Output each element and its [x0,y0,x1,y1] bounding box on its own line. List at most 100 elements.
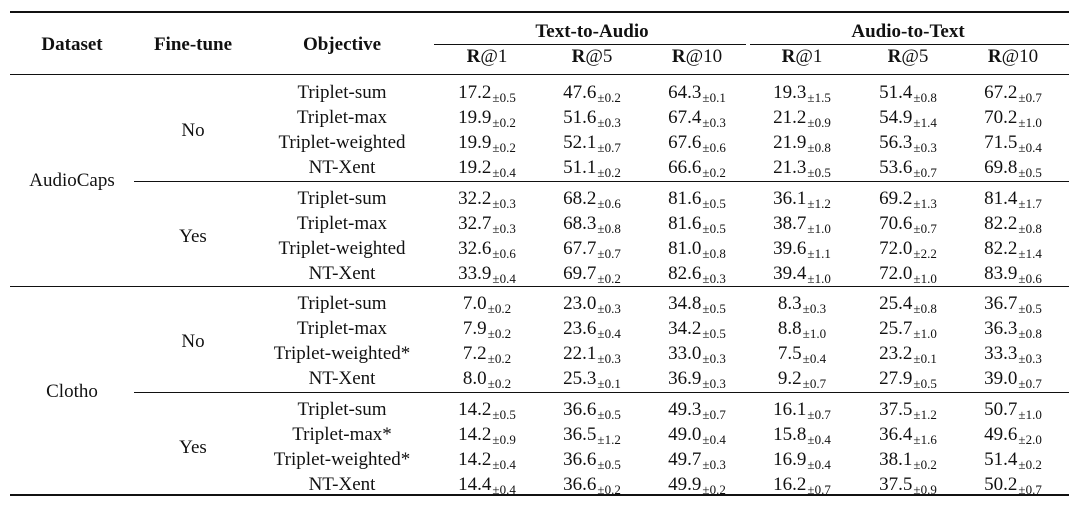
table-cell: 69.8±0.5 [984,158,1042,180]
cell-value: 81.6 [668,188,702,209]
table-cell: 8.8±1.0 [777,318,827,341]
cell-value: 81.6 [668,213,702,234]
table-cell: 49.3±0.7 [668,400,726,421]
cell-value: 82.2 [984,213,1018,234]
cell-value: 36.5 [563,424,597,445]
table-cell: 72.0±2.2 [879,239,937,260]
cell-std: ±2.0 [1018,432,1042,447]
cell-std: ±0.7 [913,221,937,236]
table-cell: 81.6±0.5 [668,213,726,235]
cell-std: ±0.3 [702,271,726,286]
table-cell: 66.6±0.2 [668,158,726,180]
cell-std: ±0.5 [1018,165,1042,180]
cell-std: ±0.8 [597,221,621,236]
cell-value: 67.2 [984,82,1018,103]
cell-std: ±0.5 [913,376,937,391]
cell-value: 17.2 [458,82,492,103]
t2a-group-rule [434,44,746,45]
cell-value: 82.6 [668,263,702,284]
cell-value: 8.8 [777,318,802,339]
cell-value: 16.2 [773,474,807,495]
cell-value: 53.6 [879,157,913,178]
cell-std: ±0.2 [702,165,726,180]
objective-label: Triplet-weighted* [273,449,411,470]
cell-std: ±0.4 [597,326,621,341]
cell-value: 70.6 [879,213,913,234]
table-cell: 16.2±0.7 [773,474,831,497]
cell-value: 36.4 [879,424,913,445]
table-cell: 21.2±0.9 [773,108,831,129]
objective-label: Triplet-weighted* [273,343,411,364]
table-cell: 37.5±1.2 [879,400,937,422]
cell-std: ±0.3 [702,351,726,366]
cell-value: 51.1 [563,157,597,178]
cell-std: ±0.9 [913,482,937,497]
cell-value: 54.9 [879,107,913,128]
table-cell: 69.2±1.3 [879,189,937,211]
table-cell: 36.6±0.5 [563,399,621,421]
cell-std: ±0.2 [487,326,512,341]
objective-label: Triplet-sum [297,188,387,209]
cell-std: ±0.7 [802,376,827,391]
cell-std: ±0.6 [702,140,726,155]
cell-std: ±0.3 [702,115,726,130]
cell-std: ±0.2 [492,115,516,130]
objective-label: Triplet-sum [297,293,387,314]
table-cell: 33.0±0.3 [668,343,726,366]
cell-std: ±1.0 [1018,407,1042,422]
cell-std: ±0.5 [702,301,726,316]
cell-value: 36.7 [984,293,1018,314]
cell-std: ±0.7 [1018,482,1042,497]
table-cell: 39.4±1.0 [773,264,831,285]
table-cell: 38.7±1.0 [773,214,831,235]
cell-std: ±1.0 [802,326,827,341]
finetune-label: No [181,120,205,141]
cell-value: 49.0 [668,424,702,445]
table-cell: 51.1±0.2 [563,157,621,179]
cell-value: 81.4 [984,188,1018,209]
table-cell: 7.0±0.2 [462,293,511,315]
cell-value: 33.3 [984,343,1018,364]
cell-std: ±0.7 [807,482,831,497]
cell-value: 33.0 [668,343,702,364]
cell-std: ±0.4 [802,351,827,366]
table-cell: 51.4±0.8 [879,83,937,104]
table-cell: 50.7±1.0 [984,400,1042,422]
cell-value: 81.0 [668,238,702,259]
cell-std: ±0.4 [492,271,516,286]
cell-value: 39.6 [773,238,807,259]
cell-value: 9.2 [777,368,802,389]
table-cell: 21.3±0.5 [773,158,831,179]
table-cell: 83.9±0.6 [984,264,1042,285]
cell-value: 23.0 [563,293,597,314]
cell-value: 47.6 [563,82,597,103]
cell-std: ±1.3 [913,196,937,211]
table-cell: 17.2±0.5 [458,82,516,104]
objective-label: Triplet-sum [297,399,387,420]
cell-std: ±1.2 [913,407,937,422]
cell-value: 7.0 [462,293,487,314]
table-cell: 34.8±0.5 [668,294,726,316]
cell-value: 37.5 [879,474,913,495]
cell-value: 36.6 [563,399,597,420]
header-metric: R@5 [571,46,613,67]
table-cell: 54.9±1.4 [879,107,937,129]
objective-label: Triplet-max [296,107,388,128]
table-cell: 32.2±0.3 [458,189,516,210]
table-cell: 69.7±0.2 [563,264,621,285]
table-cell: 70.6±0.7 [879,213,937,236]
cell-std: ±0.2 [597,482,621,497]
cell-std: ±0.3 [597,351,621,366]
cell-value: 14.2 [458,424,492,445]
table-cell: 19.9±0.2 [458,108,516,130]
cell-std: ±0.7 [807,407,831,422]
table-cell: 51.6±0.3 [563,107,621,129]
table-cell: 81.0±0.8 [668,238,726,260]
table-cell: 23.6±0.4 [563,319,621,341]
cell-std: ±0.4 [492,457,516,472]
cell-std: ±0.1 [597,376,621,391]
cell-value: 21.9 [773,132,807,153]
cell-std: ±0.4 [1018,140,1042,155]
cell-value: 51.6 [563,107,597,128]
cell-value: 38.1 [879,449,913,470]
